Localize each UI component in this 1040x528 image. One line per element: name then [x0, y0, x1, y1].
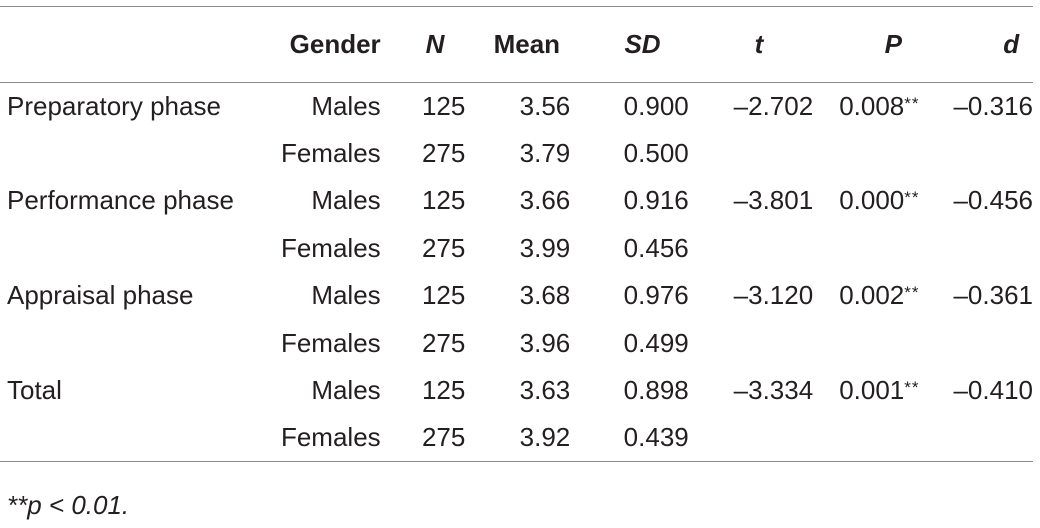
significance-marker: ** — [904, 283, 920, 303]
p-cell: 0.002** — [813, 272, 953, 319]
mean-cell: 3.92 — [465, 414, 571, 463]
table-row: Females 275 3.92 0.439 — [0, 414, 1033, 463]
gender-cell: Males — [311, 185, 381, 216]
table-header: Gender N Mean SD t P d — [0, 6, 1033, 83]
significance-marker: ** — [904, 93, 920, 113]
row-label — [0, 319, 266, 366]
table-row: Females 275 3.99 0.456 — [0, 225, 1033, 272]
n-cell: 275 — [421, 327, 466, 358]
table-body: Preparatory phase Males 125 3.56 0.900 –2.702… — [0, 83, 1033, 463]
t-cell — [689, 130, 813, 177]
mean-cell: 3.56 — [519, 90, 571, 121]
t-cell: –3.801 — [733, 185, 814, 216]
sd-cell: 0.439 — [570, 414, 689, 463]
row-label: Performance phase — [7, 185, 234, 216]
gender-cell: Females — [280, 138, 381, 169]
header-label — [0, 6, 266, 83]
gender-cell: Males — [311, 90, 381, 121]
p-cell — [813, 414, 954, 463]
n-cell: 275 — [421, 232, 466, 263]
gender-cell: Males — [311, 375, 381, 406]
significance-marker: ** — [904, 188, 920, 208]
p-value: 0.001 — [839, 375, 905, 406]
n-cell: 125 — [421, 375, 466, 406]
t-cell: –2.702 — [733, 90, 814, 121]
table-row: Females 275 3.79 0.500 — [0, 130, 1033, 177]
row-label: Total — [7, 375, 62, 406]
row-label — [0, 225, 266, 272]
t-cell: –3.334 — [733, 375, 814, 406]
footnote: **p < 0.01. — [7, 490, 130, 520]
t-cell — [689, 319, 813, 366]
header-d: d — [953, 6, 1033, 83]
table-row: Total Males 125 3.63 0.898 –3.334 0.001** –0.41… — [0, 367, 1033, 414]
mean-cell: 3.79 — [519, 138, 571, 169]
d-cell — [953, 130, 1033, 177]
mean-cell: 3.96 — [519, 327, 571, 358]
p-cell — [813, 225, 953, 272]
gender-cell: Females — [280, 327, 381, 358]
header-sd: SD — [570, 6, 689, 83]
mean-cell: 3.68 — [519, 280, 571, 311]
sd-cell: 0.456 — [623, 232, 689, 263]
gender-cell: Males — [311, 280, 381, 311]
n-cell: 125 — [421, 185, 466, 216]
d-cell — [953, 225, 1033, 272]
row-label: Appraisal phase — [7, 280, 194, 311]
p-value: 0.002 — [839, 280, 905, 311]
t-cell: –3.120 — [733, 280, 814, 311]
p-cell: 0.008** — [813, 83, 953, 130]
sd-cell: 0.900 — [623, 90, 689, 121]
table-row: Females 275 3.96 0.499 — [0, 319, 1033, 366]
n-cell: 275 — [421, 138, 466, 169]
d-cell — [953, 319, 1033, 366]
header-row: Gender N Mean SD t P d — [0, 6, 1033, 83]
sd-cell: 0.499 — [623, 327, 689, 358]
p-cell: 0.000** — [813, 177, 953, 224]
sd-cell: 0.976 — [623, 280, 689, 311]
header-gender: Gender — [265, 6, 381, 83]
p-cell: 0.001** — [813, 367, 953, 414]
table-row: Performance phase Males 125 3.66 0.916 –3.801… — [0, 177, 1033, 224]
d-cell: –0.316 — [953, 90, 1033, 121]
d-cell: –0.456 — [953, 185, 1033, 216]
n-cell: 275 — [380, 414, 466, 463]
results-table: Gender N Mean SD t P d Preparatory phase… — [0, 6, 1033, 463]
header-n: N — [380, 6, 466, 83]
mean-cell: 3.63 — [519, 375, 571, 406]
significance-marker: ** — [904, 378, 920, 398]
sd-cell: 0.500 — [623, 138, 689, 169]
t-cell — [688, 414, 814, 463]
d-cell: –0.410 — [953, 375, 1033, 406]
d-cell — [953, 414, 1033, 463]
p-value: 0.008 — [839, 90, 905, 121]
sd-cell: 0.916 — [623, 185, 689, 216]
p-value: 0.000 — [839, 185, 905, 216]
gender-cell: Females — [265, 414, 381, 463]
n-cell: 125 — [421, 280, 466, 311]
table-row: Preparatory phase Males 125 3.56 0.900 –2.702… — [0, 83, 1033, 130]
p-cell — [813, 130, 953, 177]
header-t: t — [688, 6, 814, 83]
mean-cell: 3.99 — [519, 232, 571, 263]
row-label — [0, 414, 266, 463]
t-cell — [689, 225, 813, 272]
d-cell: –0.361 — [953, 280, 1033, 311]
table-row: Appraisal phase Males 125 3.68 0.976 –3.120 0.… — [0, 272, 1033, 319]
sd-cell: 0.898 — [623, 375, 689, 406]
p-cell — [813, 319, 953, 366]
row-label — [0, 130, 266, 177]
header-p: P — [813, 6, 954, 83]
n-cell: 125 — [421, 90, 466, 121]
header-mean: Mean — [465, 6, 571, 83]
row-label: Preparatory phase — [7, 90, 221, 121]
mean-cell: 3.66 — [519, 185, 571, 216]
gender-cell: Females — [280, 232, 381, 263]
